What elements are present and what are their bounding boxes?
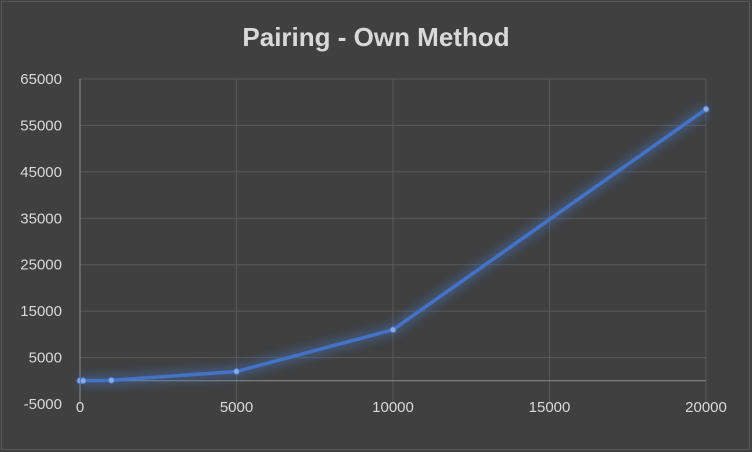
y-tick-label: -5000 (24, 396, 62, 413)
tick-labels: -5000 5000 15000 25000 35000 45000 55000 65000 0… (20, 71, 727, 416)
y-tick-label: 25000 (20, 257, 62, 274)
x-tick-label: 15000 (529, 399, 571, 416)
gridlines (80, 78, 707, 404)
y-tick-label: 45000 (20, 164, 62, 181)
axes (79, 79, 706, 404)
series-layer (76, 105, 710, 386)
y-tick-label: 55000 (20, 117, 62, 134)
y-tick-label: 65000 (20, 71, 62, 88)
data-point (702, 105, 710, 113)
data-point (389, 326, 397, 334)
data-point (233, 368, 240, 375)
y-tick-label: 5000 (29, 350, 62, 367)
y-tick-label: 15000 (20, 303, 62, 320)
data-point (107, 376, 115, 384)
y-tick-label: 35000 (20, 210, 62, 227)
data-point (79, 377, 87, 385)
x-tick-label: 0 (76, 399, 84, 416)
chart-title: Pairing - Own Method (242, 22, 509, 52)
x-tick-label: 5000 (220, 399, 253, 416)
x-tick-label: 20000 (685, 399, 727, 416)
x-tick-label: 10000 (372, 399, 414, 416)
